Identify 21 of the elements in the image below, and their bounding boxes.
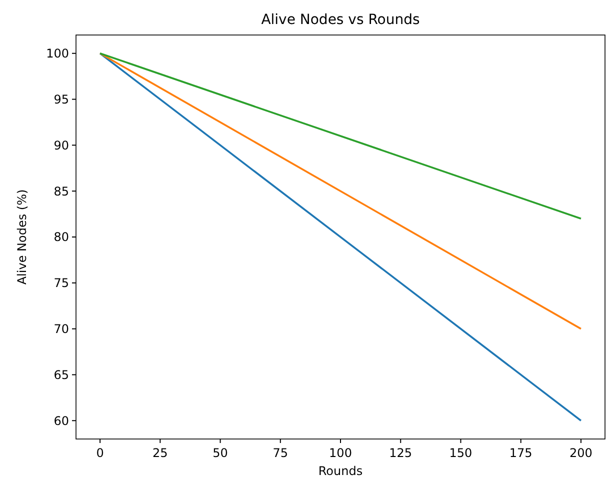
x-tick-label: 200 [570,446,592,460]
x-tick-label: 25 [152,446,168,460]
x-tick-label: 150 [449,446,472,460]
y-tick-label: 90 [54,138,69,152]
x-tick-label: 50 [212,446,228,460]
y-axis-title: Alive Nodes (%) [15,189,29,285]
y-tick-label: 95 [54,92,69,106]
x-axis-title: Rounds [318,464,363,478]
x-tick-label: 100 [329,446,352,460]
x-tick-label: 175 [509,446,532,460]
chart-title: Alive Nodes vs Rounds [261,12,420,28]
y-tick-label: 85 [54,184,69,198]
y-tick-label: 100 [46,46,69,61]
y-tick-label: 65 [54,368,69,382]
y-tick-label: 70 [54,322,69,336]
x-tick-label: 75 [272,446,288,460]
y-tick-label: 80 [54,230,69,244]
y-tick-label: 60 [54,414,69,428]
y-tick-label: 75 [54,276,69,290]
x-tick-label: 0 [96,446,104,460]
x-tick-label: 125 [389,446,412,460]
